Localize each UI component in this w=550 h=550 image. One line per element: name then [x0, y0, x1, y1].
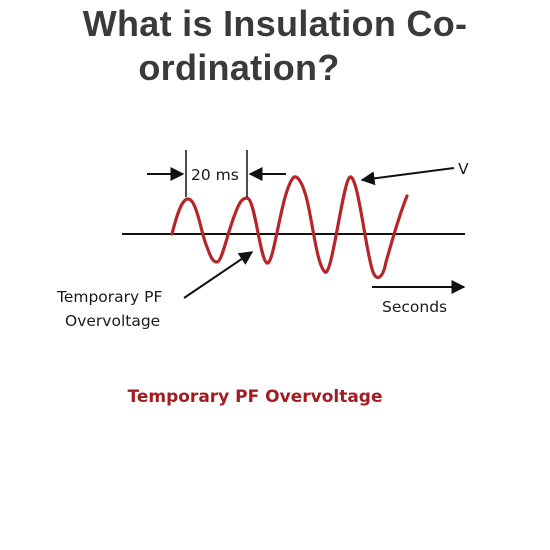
overvoltage-label-line-2: Overvoltage	[65, 312, 160, 330]
slide-title: What is Insulation Co- ordination?	[0, 2, 550, 90]
slide-caption: Temporary PF Overvoltage	[127, 387, 383, 407]
title-line-2: ordination?	[138, 47, 340, 88]
period-label: 20 ms	[191, 166, 239, 184]
overvoltage-label-line-1: Temporary PF	[56, 288, 162, 306]
title-line-1: What is Insulation Co-	[82, 3, 468, 44]
voltage-label: V	[458, 160, 469, 178]
voltage-waveform	[170, 175, 409, 280]
time-label: Seconds	[382, 298, 447, 316]
overvoltage-arrow	[183, 251, 254, 299]
voltage-arrow	[360, 167, 455, 186]
